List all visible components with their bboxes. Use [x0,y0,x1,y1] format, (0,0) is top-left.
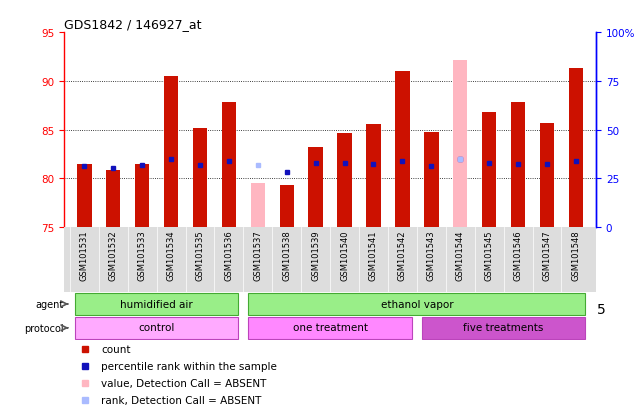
Text: GSM101540: GSM101540 [340,230,349,280]
Bar [222,103,236,228]
Bar [337,133,352,228]
Text: GSM101539: GSM101539 [311,230,320,280]
Text: GSM101531: GSM101531 [80,230,89,280]
Text: protocol: protocol [24,323,64,333]
Bar [248,317,412,339]
Bar [279,186,294,228]
Bar [511,103,525,228]
Text: GSM101537: GSM101537 [253,230,262,280]
Text: GSM101534: GSM101534 [167,230,176,280]
Text: GSM101544: GSM101544 [456,230,465,280]
Text: GSM101543: GSM101543 [427,230,436,280]
Bar [366,124,381,228]
Text: count: count [101,344,131,355]
Text: agent: agent [35,299,64,309]
Bar [251,184,265,228]
Text: GSM101532: GSM101532 [109,230,118,280]
Text: GSM101546: GSM101546 [513,230,522,280]
Text: humidified air: humidified air [121,299,193,309]
Text: percentile rank within the sample: percentile rank within the sample [101,361,277,371]
Bar [422,317,585,339]
Text: GSM101547: GSM101547 [542,230,551,280]
Text: GSM101542: GSM101542 [398,230,407,280]
Bar [77,164,92,228]
Bar [106,170,121,228]
Text: GSM101548: GSM101548 [571,230,580,280]
Text: GSM101545: GSM101545 [485,230,494,280]
Text: GSM101535: GSM101535 [196,230,204,280]
Text: ethanol vapor: ethanol vapor [381,299,453,309]
Text: control: control [138,323,175,332]
Text: one treatment: one treatment [292,323,368,332]
Bar [424,132,438,228]
Bar [453,61,467,228]
Bar [193,128,207,228]
Bar [482,113,496,228]
Text: GSM101536: GSM101536 [224,230,233,280]
Text: rank, Detection Call = ABSENT: rank, Detection Call = ABSENT [101,394,262,405]
Bar [308,148,323,228]
Bar [135,164,149,228]
Bar [569,69,583,228]
Bar [248,294,585,315]
Bar [164,77,178,228]
Text: GSM101538: GSM101538 [282,230,291,280]
Bar [75,294,238,315]
Bar [395,72,410,228]
Bar [75,317,238,339]
Text: five treatments: five treatments [463,323,544,332]
Text: GDS1842 / 146927_at: GDS1842 / 146927_at [64,17,202,31]
Text: GSM101533: GSM101533 [138,230,147,280]
Text: GSM101541: GSM101541 [369,230,378,280]
Text: value, Detection Call = ABSENT: value, Detection Call = ABSENT [101,378,267,388]
Bar [540,123,554,228]
